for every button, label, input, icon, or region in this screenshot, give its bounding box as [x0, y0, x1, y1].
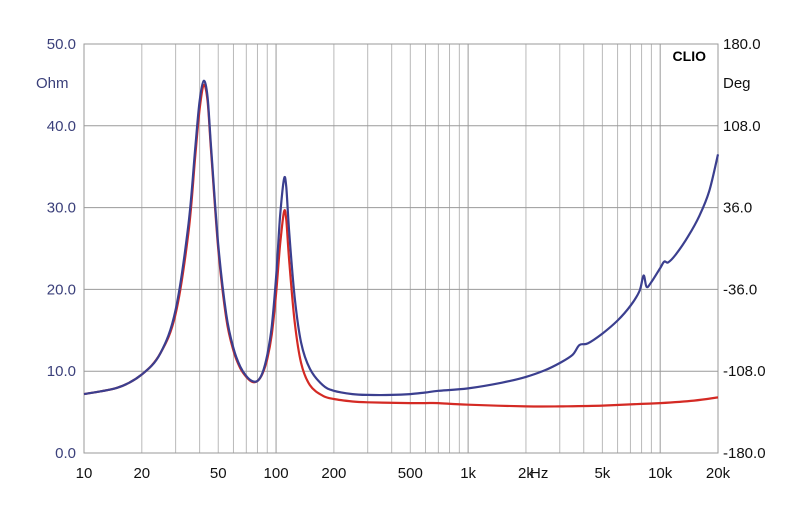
y-left-unit-label: Ohm: [36, 75, 69, 92]
x-tick-label: 100: [264, 465, 289, 482]
y-right-tick-label: -108.0: [723, 363, 766, 380]
grid: [83, 43, 719, 454]
x-tick-labels: 10 20 50 100 200 500 1k 2k 5k 10k 20k: [76, 465, 731, 482]
x-tick-label: 1k: [460, 465, 476, 482]
x-tick-label: 5k: [594, 465, 610, 482]
y-left-tick-label: 0.0: [55, 445, 76, 462]
x-tick-label: 2k: [518, 465, 534, 482]
y-right-tick-label: -180.0: [723, 445, 766, 462]
y-right-tick-label: 180.0: [723, 36, 761, 53]
x-tick-label: 200: [321, 465, 346, 482]
y-left-tick-label: 50.0: [47, 36, 76, 53]
y-right-tick-label: 108.0: [723, 118, 761, 135]
x-tick-label: 10k: [648, 465, 673, 482]
series-line-blue: [83, 79, 720, 397]
y-left-tick-labels: 0.0 10.0 20.0 30.0 40.0 50.0: [47, 36, 76, 462]
y-left-tick-label: 10.0: [47, 363, 76, 380]
brand-label: CLIO: [673, 48, 707, 64]
x-tick-label: 20k: [706, 465, 731, 482]
x-tick-label: 10: [76, 465, 93, 482]
y-left-tick-label: 20.0: [47, 281, 76, 298]
x-tick-label: 50: [210, 465, 227, 482]
y-right-unit-label: Deg: [723, 75, 751, 92]
x-tick-label: 500: [398, 465, 423, 482]
y-right-tick-labels: -180.0 -108.0 -36.0 36.0 108.0 180.0: [723, 36, 766, 462]
y-right-tick-label: 36.0: [723, 200, 752, 217]
series-layer: [83, 79, 720, 408]
plot-frame: [83, 43, 719, 454]
x-unit-label: Hz: [530, 465, 548, 482]
y-left-tick-label: 40.0: [47, 118, 76, 135]
y-left-tick-label: 30.0: [47, 200, 76, 217]
x-tick-label: 20: [133, 465, 150, 482]
y-right-tick-label: -36.0: [723, 281, 757, 298]
